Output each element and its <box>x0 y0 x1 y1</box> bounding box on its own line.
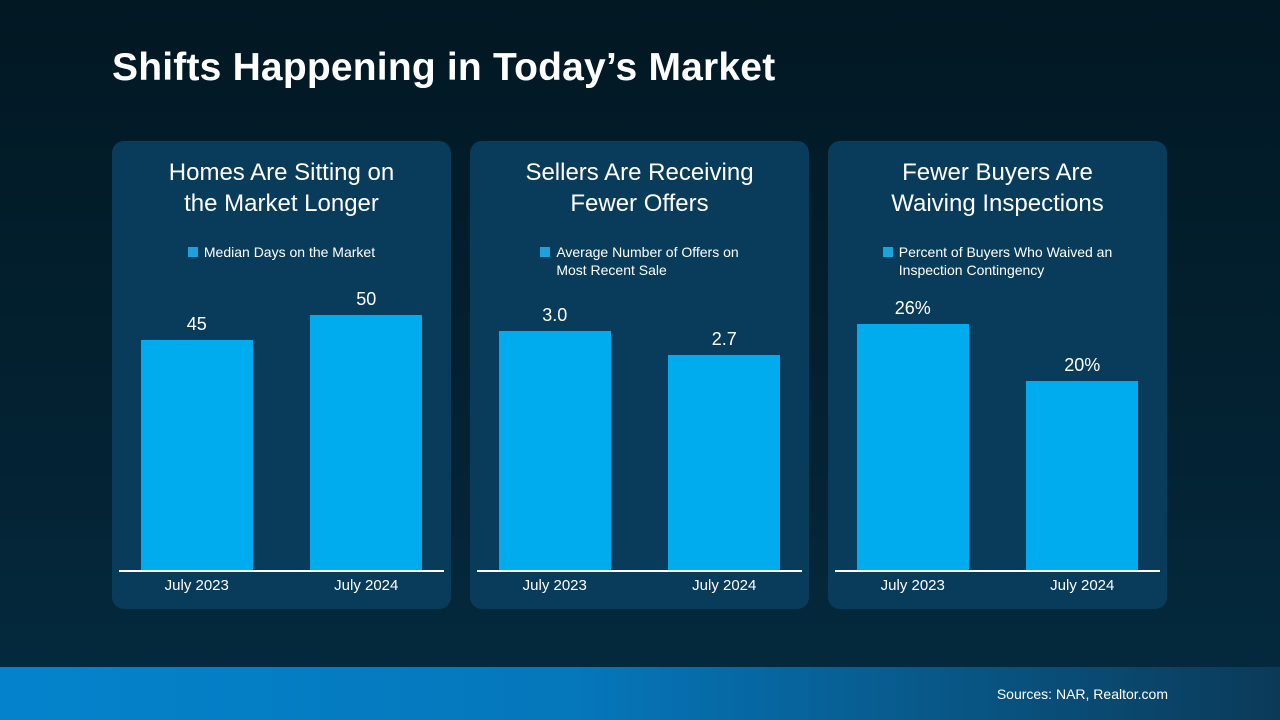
card-title: Sellers Are Receiving Fewer Offers <box>525 159 754 217</box>
category-label: July 2023 <box>164 577 229 594</box>
category-axis: July 2023 July 2024 <box>470 577 809 594</box>
chart-legend: Percent of Buyers Who Waived an Inspecti… <box>828 243 1167 283</box>
x-axis-line <box>119 570 444 572</box>
bar <box>310 315 423 570</box>
category-axis: July 2023 July 2024 <box>828 577 1167 594</box>
legend-swatch-icon <box>540 247 551 257</box>
category-label: July 2023 <box>880 577 945 594</box>
bar <box>856 324 969 570</box>
card-offers: Sellers Are Receiving Fewer Offers Avera… <box>470 141 809 609</box>
bar <box>498 331 611 570</box>
legend-label: Median Days on the Market <box>203 244 376 260</box>
legend-swatch-icon <box>882 247 893 257</box>
bar-group: 20% <box>1026 355 1139 570</box>
card-days-on-market: Homes Are Sitting on the Market Longer M… <box>112 141 451 609</box>
slide-title: Shifts Happening in Today’s Market <box>112 46 776 89</box>
chart-legend: Average Number of Offers on Most Recent … <box>470 243 809 283</box>
category-axis: July 2023 July 2024 <box>112 577 451 594</box>
bar-value-label: 26% <box>894 298 931 318</box>
legend-swatch-icon <box>187 247 198 257</box>
bar-group: 2.7 <box>668 329 781 570</box>
bar <box>668 355 781 570</box>
card-title: Fewer Buyers Are Waiving Inspections <box>891 159 1104 217</box>
category-label: July 2024 <box>1050 577 1115 594</box>
bar-plot: 3.0 2.7 <box>470 283 809 570</box>
bar-value-label: 2.7 <box>711 329 737 349</box>
source-note: Sources: NAR, Realtor.com <box>996 685 1168 702</box>
footer-bar: Sources: NAR, Realtor.com <box>0 667 1280 720</box>
card-title: Homes Are Sitting on the Market Longer <box>168 159 395 217</box>
bar <box>1026 381 1139 570</box>
bar-group: 26% <box>856 298 969 570</box>
bar-plot: 26% 20% <box>828 283 1167 570</box>
category-label: July 2023 <box>522 577 587 594</box>
card-inspections: Fewer Buyers Are Waiving Inspections Per… <box>828 141 1167 609</box>
bar-value-label: 50 <box>356 289 377 309</box>
category-label: July 2024 <box>334 577 399 594</box>
category-label: July 2024 <box>692 577 757 594</box>
bar-plot: 45 50 <box>112 283 451 570</box>
bar-group: 45 <box>140 314 253 570</box>
bar <box>140 340 253 570</box>
chart-legend: Median Days on the Market <box>112 243 451 283</box>
x-axis-line <box>477 570 802 572</box>
bar-value-label: 3.0 <box>542 305 568 325</box>
cards-row: Homes Are Sitting on the Market Longer M… <box>112 141 1167 609</box>
x-axis-line <box>835 570 1160 572</box>
bar-group: 50 <box>310 289 423 570</box>
bar-value-label: 20% <box>1064 355 1101 375</box>
bar-value-label: 45 <box>186 314 207 334</box>
legend-label: Average Number of Offers on Most Recent … <box>556 244 739 278</box>
legend-label: Percent of Buyers Who Waived an Inspecti… <box>898 244 1113 278</box>
bar-group: 3.0 <box>498 305 611 570</box>
